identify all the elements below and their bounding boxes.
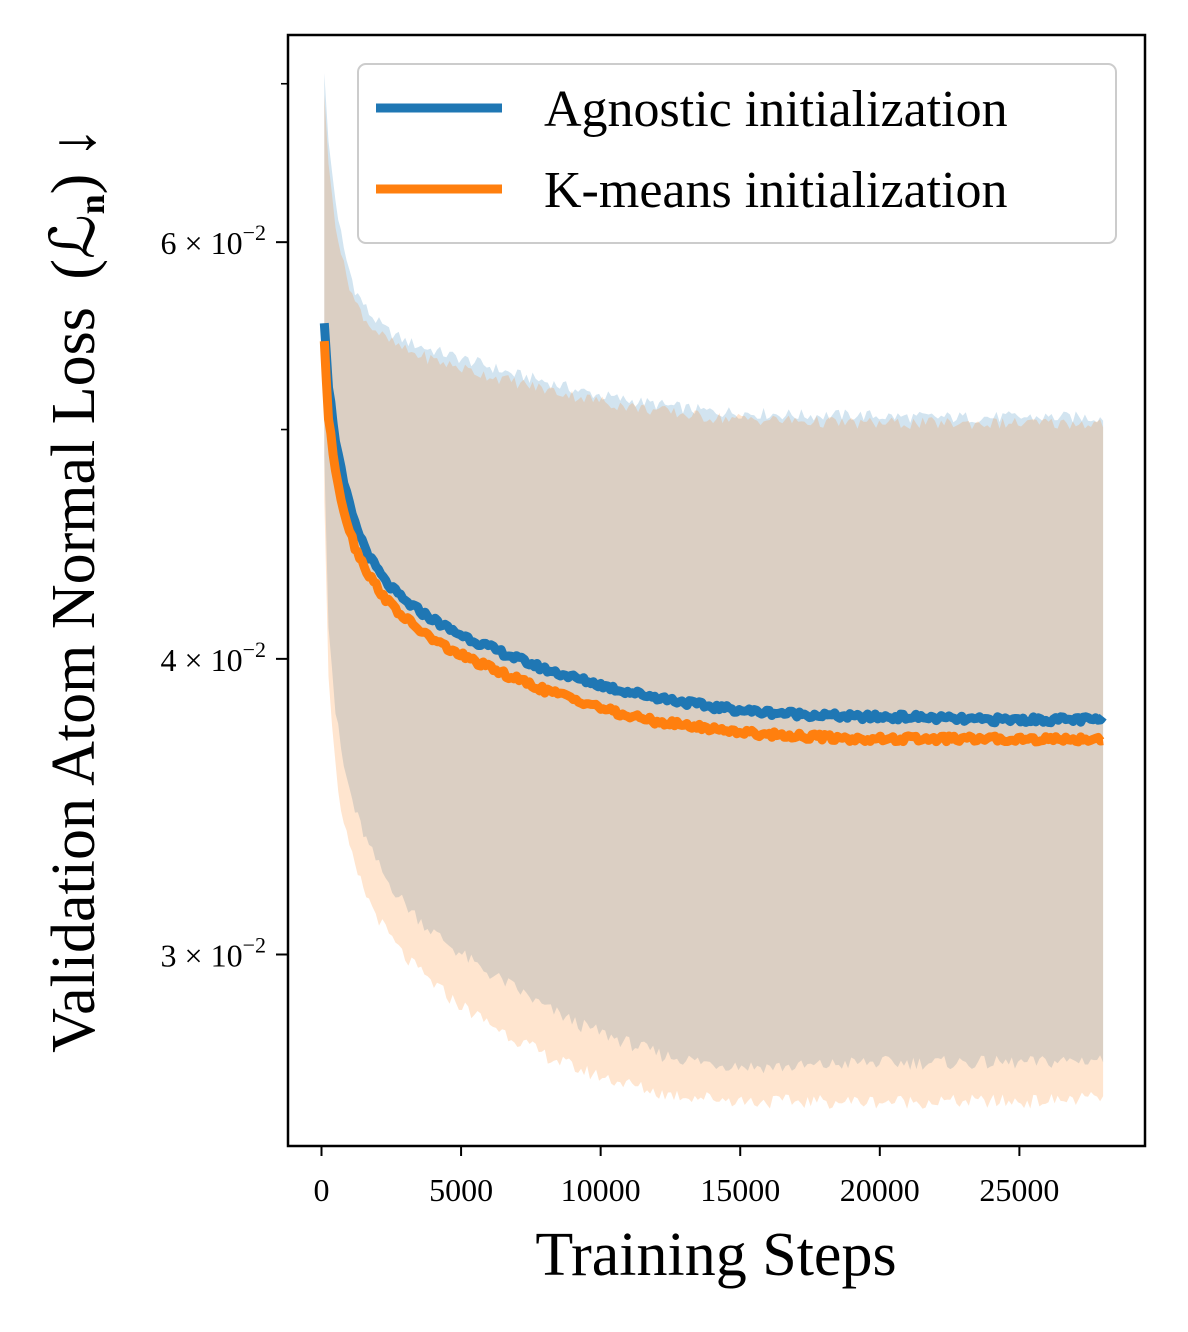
x-tick-label: 20000 xyxy=(840,1172,920,1208)
y-tick-mantissa: 6 × 10 xyxy=(161,225,243,261)
legend-label-agnostic: Agnostic initialization xyxy=(544,81,1008,138)
y-axis-title-tail: ) ↓ xyxy=(40,127,108,194)
band-agnostic xyxy=(324,73,1104,1074)
legend-label-kmeans: K-means initialization xyxy=(544,162,1008,219)
legend-box xyxy=(357,63,1117,244)
x-tick-label: 15000 xyxy=(700,1172,780,1208)
y-tick-mantissa: 3 × 10 xyxy=(161,938,243,974)
x-tick-label: 0 xyxy=(313,1172,329,1208)
band-kmeans xyxy=(324,94,1104,1109)
plot-frame xyxy=(286,33,1147,1148)
line-agnostic xyxy=(319,322,1107,728)
y-axis-title: Validation Atom Normal Loss (ℒn) ↓ xyxy=(40,127,112,1053)
x-tick-label: 5000 xyxy=(429,1172,493,1208)
y-axis-ticks: 6 × 10−24 × 10−23 × 10−2 xyxy=(161,82,288,974)
y-tick-label: 4 × 10−2 xyxy=(161,637,266,678)
series-lines xyxy=(319,322,1107,747)
confidence-bands xyxy=(324,73,1104,1109)
y-tick-label: 6 × 10−2 xyxy=(161,220,266,261)
legend: Agnostic initialization K-means initiali… xyxy=(357,63,1117,244)
y-axis-title-text: Validation Atom Normal Loss xyxy=(40,307,108,1053)
y-axis-title-math: (ℒ xyxy=(40,214,108,279)
y-tick-mantissa: 4 × 10 xyxy=(161,642,243,678)
y-tick-exponent: −2 xyxy=(243,637,266,662)
x-tick-label: 25000 xyxy=(979,1172,1059,1208)
y-axis-title-subscript: n xyxy=(72,194,112,214)
y-tick-exponent: −2 xyxy=(243,220,266,245)
y-tick-exponent: −2 xyxy=(243,933,266,958)
x-tick-label: 10000 xyxy=(561,1172,641,1208)
y-tick-label: 3 × 10−2 xyxy=(161,933,266,974)
x-axis-title: Training Steps xyxy=(535,1221,896,1289)
x-axis-ticks: 0 5000 10000 15000 20000 25000 xyxy=(313,1146,1059,1208)
line-kmeans xyxy=(319,340,1106,747)
